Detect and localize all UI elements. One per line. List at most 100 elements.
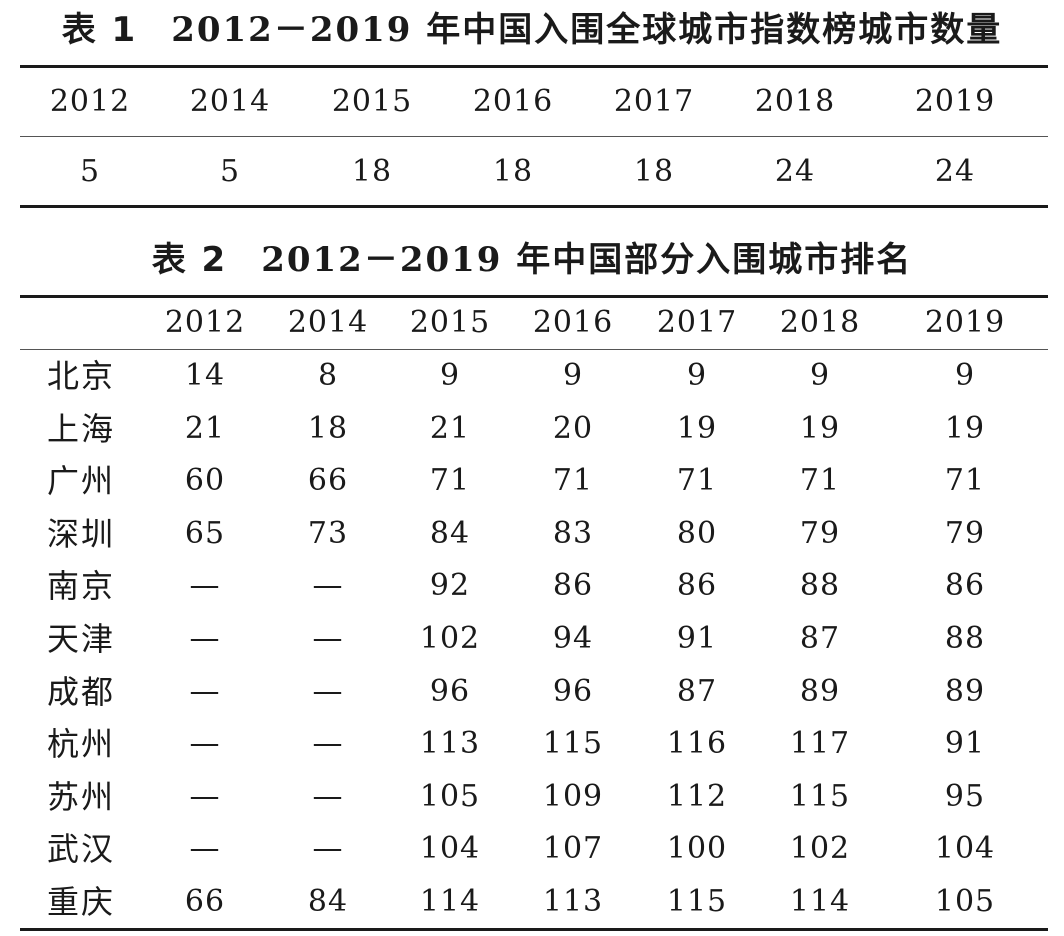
rank-cell: 114 [419, 884, 481, 919]
rank-cell: 94 [552, 621, 594, 656]
city-name: 上海 [47, 410, 116, 448]
rank-cell: 14 [184, 358, 226, 393]
rank-cell: 113 [419, 726, 481, 761]
rank-cell: 105 [419, 779, 481, 814]
city-name: 苏州 [47, 778, 116, 816]
rank-cell: 109 [542, 779, 604, 814]
table2-label: 表 2 [151, 240, 228, 280]
rank-cell: 112 [666, 779, 728, 814]
rank-cell: 91 [944, 726, 986, 761]
rank-cell: — [189, 674, 221, 709]
rank-cell: 86 [944, 568, 986, 603]
table2-top-rule [20, 295, 1048, 298]
rank-cell: 19 [944, 411, 986, 446]
rank-cell: 8 [317, 358, 339, 393]
rank-cell: 73 [307, 516, 349, 551]
rank-cell: 66 [307, 463, 349, 498]
rank-cell: 83 [552, 516, 594, 551]
table1-title-years: 2012－2019 [171, 10, 413, 50]
rank-cell: — [312, 831, 344, 866]
rank-cell: 86 [552, 568, 594, 603]
table1-year-header: 2012 [49, 84, 131, 119]
table2-year-header: 2018 [779, 305, 861, 340]
rank-cell: — [312, 674, 344, 709]
rank-cell: 60 [184, 463, 226, 498]
rank-cell: 80 [676, 516, 718, 551]
table1-top-rule [20, 65, 1048, 68]
city-name: 成都 [47, 673, 116, 711]
rank-cell: 96 [429, 674, 471, 709]
rank-cell: 89 [944, 674, 986, 709]
rank-cell: 96 [552, 674, 594, 709]
table2-year-header: 2012 [164, 305, 246, 340]
rank-cell: 115 [789, 779, 851, 814]
rank-cell: 104 [419, 831, 481, 866]
rank-cell: 65 [184, 516, 226, 551]
rank-cell: 88 [799, 568, 841, 603]
table2-year-header: 2015 [409, 305, 491, 340]
rank-cell: 92 [429, 568, 471, 603]
rank-cell: 87 [676, 674, 718, 709]
rank-cell: 71 [799, 463, 841, 498]
table2-title-text: 年中国部分入围城市排名 [516, 240, 913, 280]
rank-cell: 9 [686, 358, 708, 393]
rank-cell: 71 [944, 463, 986, 498]
rank-cell: — [312, 726, 344, 761]
rank-cell: 71 [552, 463, 594, 498]
table1-count-cell: 18 [351, 154, 393, 189]
rank-cell: 79 [799, 516, 841, 551]
rank-cell: 71 [676, 463, 718, 498]
table1-count-cell: 5 [219, 154, 241, 189]
rank-cell: 91 [676, 621, 718, 656]
table1-header-rule [20, 136, 1048, 137]
rank-cell: 19 [676, 411, 718, 446]
rank-cell: 18 [307, 411, 349, 446]
rank-cell: 89 [799, 674, 841, 709]
table1-title-text: 年中国入围全球城市指数榜城市数量 [426, 10, 1003, 50]
city-name: 杭州 [47, 725, 116, 763]
table1-year-header: 2015 [331, 84, 413, 119]
table1-year-header: 2017 [613, 84, 695, 119]
table1-year-header: 2018 [754, 84, 836, 119]
table2-title-years: 2012－2019 [261, 240, 503, 280]
rank-cell: 95 [944, 779, 986, 814]
rank-cell: 71 [429, 463, 471, 498]
rank-cell: 9 [439, 358, 461, 393]
rank-cell: 114 [789, 884, 851, 919]
table1-year-header: 2014 [189, 84, 271, 119]
table1-count-cell: 18 [633, 154, 675, 189]
rank-cell: 9 [954, 358, 976, 393]
table1-bottom-rule [20, 205, 1048, 208]
rank-cell: 21 [429, 411, 471, 446]
table1-year-header: 2019 [914, 84, 996, 119]
rank-cell: 21 [184, 411, 226, 446]
table2-year-header: 2016 [532, 305, 614, 340]
rank-cell: 9 [562, 358, 584, 393]
rank-cell: — [312, 779, 344, 814]
rank-cell: — [189, 621, 221, 656]
rank-cell: 102 [419, 621, 481, 656]
table1-count-cell: 24 [934, 154, 976, 189]
rank-cell: 19 [799, 411, 841, 446]
rank-cell: 86 [676, 568, 718, 603]
table1-year-header: 2016 [472, 84, 554, 119]
rank-cell: 115 [542, 726, 604, 761]
rank-cell: 20 [552, 411, 594, 446]
city-name: 北京 [47, 357, 116, 395]
city-name: 南京 [47, 567, 116, 605]
table1-label: 表 1 [61, 10, 138, 50]
rank-cell: — [189, 726, 221, 761]
city-name: 广州 [47, 462, 116, 500]
table1-count-cell: 5 [79, 154, 101, 189]
table1-title: 表 1 2012－2019 年中国入围全球城市指数榜城市数量 [0, 2, 1064, 51]
rank-cell: 100 [666, 831, 728, 866]
table1-count-cell: 24 [774, 154, 816, 189]
rank-cell: — [189, 779, 221, 814]
rank-cell: 102 [789, 831, 851, 866]
rank-cell: 105 [934, 884, 996, 919]
rank-cell: — [312, 621, 344, 656]
table2-year-header: 2017 [656, 305, 738, 340]
rank-cell: 84 [429, 516, 471, 551]
rank-cell: 79 [944, 516, 986, 551]
rank-cell: 117 [789, 726, 851, 761]
